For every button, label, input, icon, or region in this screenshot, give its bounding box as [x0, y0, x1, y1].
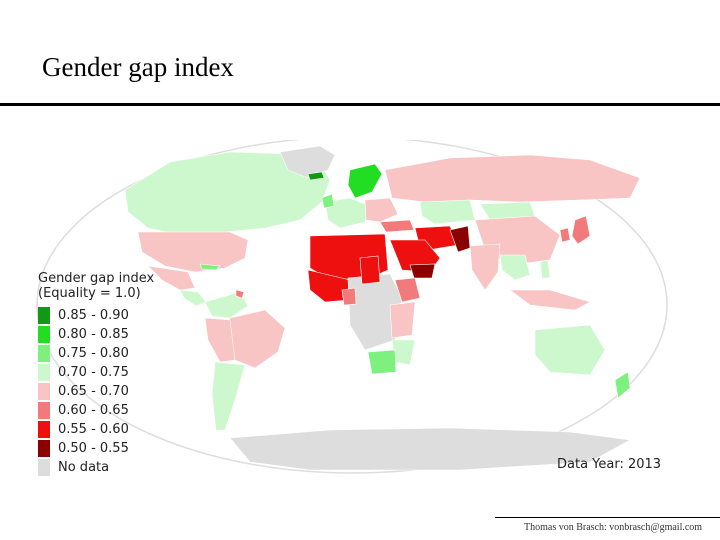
- legend-swatch: [38, 345, 50, 362]
- legend-label: 0.50 - 0.55: [58, 441, 129, 456]
- legend-swatch: [38, 383, 50, 400]
- legend-item: 0.60 - 0.65: [38, 401, 198, 420]
- country-korea: [559, 227, 571, 243]
- country-east-africa: [389, 301, 416, 339]
- legend-label: No data: [58, 460, 110, 475]
- legend-label: 0.85 - 0.90: [58, 308, 129, 323]
- map-legend: Gender gap index (Equality = 1.0) 0.85 -…: [38, 271, 198, 477]
- country-western-europe: [324, 197, 371, 229]
- country-guyana: [235, 289, 245, 299]
- country-cameroon: [341, 287, 357, 306]
- region-antarctica: [229, 427, 631, 471]
- country-australia: [534, 324, 606, 376]
- country-southeast-asia: [499, 254, 531, 281]
- country-greenland: [279, 145, 336, 179]
- legend-label: 0.70 - 0.75: [58, 365, 129, 380]
- legend-swatch: [38, 440, 50, 457]
- country-kazakhstan: [419, 199, 476, 225]
- country-indonesia: [509, 289, 591, 311]
- country-canada: [124, 151, 331, 236]
- legend-label: 0.75 - 0.80: [58, 346, 129, 361]
- world-map: [36, 140, 668, 474]
- country-new-zealand: [614, 371, 631, 399]
- country-argentina-chile: [211, 361, 246, 431]
- country-uk-ireland: [321, 193, 335, 209]
- country-south-africa: [367, 349, 397, 375]
- footer-divider: [495, 517, 720, 518]
- legend-swatch: [38, 326, 50, 343]
- legend-item: 0.80 - 0.85: [38, 325, 198, 344]
- legend-label: 0.55 - 0.60: [58, 422, 129, 437]
- country-iceland: [307, 171, 325, 181]
- country-ethiopia: [394, 277, 421, 303]
- slide-title: Gender gap index: [42, 52, 234, 82]
- legend-title: Gender gap index: [38, 271, 155, 286]
- legend-item: 0.85 - 0.90: [38, 306, 198, 325]
- country-nordics: [347, 163, 383, 199]
- legend-item: 0.50 - 0.55: [38, 439, 198, 458]
- legend-swatch: [38, 402, 50, 419]
- legend-swatch: [38, 459, 50, 476]
- legend-label: 0.60 - 0.65: [58, 403, 129, 418]
- country-india: [469, 243, 501, 291]
- data-year-label: Data Year: 2013: [557, 457, 662, 472]
- legend-swatch: [38, 421, 50, 438]
- country-cuba: [199, 263, 221, 271]
- legend-item: No data: [38, 458, 198, 477]
- legend-list: 0.85 - 0.90 0.80 - 0.85 0.75 - 0.80 0.70 - …: [38, 306, 198, 477]
- footer-credit: Thomas von Brasch: vonbrasch@gmail.com: [524, 522, 703, 533]
- legend-swatch: [38, 307, 50, 324]
- legend-item: 0.55 - 0.60: [38, 420, 198, 439]
- legend-swatch: [38, 364, 50, 381]
- country-russia: [384, 154, 641, 203]
- title-divider: [0, 103, 720, 106]
- country-mexico: [147, 265, 196, 291]
- country-west-africa: [307, 269, 351, 303]
- country-turkey: [379, 219, 415, 233]
- country-japan: [571, 215, 591, 245]
- country-venezuela-colombia: [204, 291, 249, 319]
- legend-label: 0.80 - 0.85: [58, 327, 129, 342]
- country-yemen: [409, 263, 436, 279]
- world-map-figure: Gender gap index (Equality = 1.0) 0.85 -…: [30, 140, 675, 480]
- legend-item: 0.70 - 0.75: [38, 363, 198, 382]
- country-peru-bolivia: [204, 317, 236, 363]
- country-central-america: [179, 289, 207, 307]
- legend-subtitle: (Equality = 1.0): [38, 286, 141, 301]
- country-chad: [359, 255, 381, 285]
- legend-item: 0.75 - 0.80: [38, 344, 198, 363]
- country-eastern-europe: [364, 197, 399, 223]
- country-usa: [137, 231, 249, 273]
- country-philippines: [539, 259, 551, 279]
- legend-item: 0.65 - 0.70: [38, 382, 198, 401]
- legend-label: 0.65 - 0.70: [58, 384, 129, 399]
